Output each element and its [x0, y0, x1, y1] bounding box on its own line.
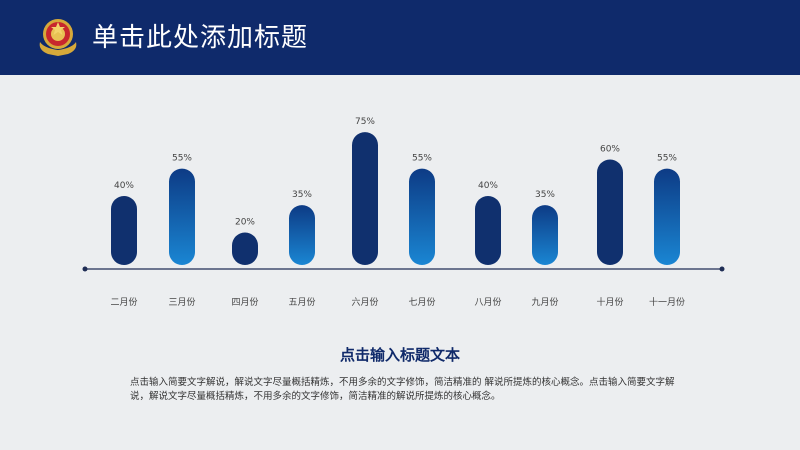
bar-5 — [352, 132, 378, 265]
category-label-6: 七月份 — [408, 296, 435, 308]
value-label-2: 55% — [172, 154, 192, 164]
value-label-6: 55% — [412, 154, 432, 164]
value-label-8: 35% — [535, 190, 555, 200]
bar-chart: 40% 二月份 55% 三月份 20% 四月份 35% 五月份 75% 六月份 55% 七月份 40% 八… — [82, 117, 725, 308]
bar-10 — [654, 168, 680, 265]
bar-4 — [289, 205, 315, 265]
bar-9 — [597, 159, 623, 265]
value-label-5: 75% — [355, 117, 375, 127]
bar-2 — [169, 168, 195, 265]
x-axis-end-dot — [719, 266, 725, 272]
category-label-4: 五月份 — [288, 296, 315, 308]
value-label-4: 35% — [292, 190, 312, 200]
value-label-7: 40% — [478, 181, 498, 191]
value-label-9: 60% — [600, 145, 620, 155]
bar-1 — [111, 196, 137, 265]
category-label-7: 八月份 — [474, 296, 501, 308]
category-label-1: 二月份 — [110, 296, 137, 308]
category-label-5: 六月份 — [351, 296, 378, 308]
summary-heading: 点击输入标题文本 — [339, 346, 460, 364]
value-label-10: 55% — [657, 154, 677, 164]
bar-6 — [409, 168, 435, 265]
x-axis-start-dot — [82, 266, 88, 272]
category-label-8: 九月份 — [531, 296, 558, 308]
value-label-3: 20% — [235, 218, 255, 228]
category-label-10: 十一月份 — [649, 296, 685, 308]
bar-8 — [532, 205, 558, 265]
category-label-2: 三月份 — [168, 296, 195, 308]
bar-3 — [232, 232, 258, 265]
summary-body: 点击输入简要文字解说，解说文字尽量概括精炼，不用多余的文字修饰，简洁精准的 解说… — [130, 377, 675, 402]
bar-7 — [475, 196, 501, 265]
category-label-3: 四月份 — [231, 296, 258, 308]
category-label-9: 十月份 — [596, 296, 623, 308]
value-label-1: 40% — [114, 181, 134, 191]
police-emblem-icon — [39, 19, 77, 56]
header-bar: 单击此处添加标题 — [0, 0, 800, 75]
page-title: 单击此处添加标题 — [92, 23, 309, 53]
